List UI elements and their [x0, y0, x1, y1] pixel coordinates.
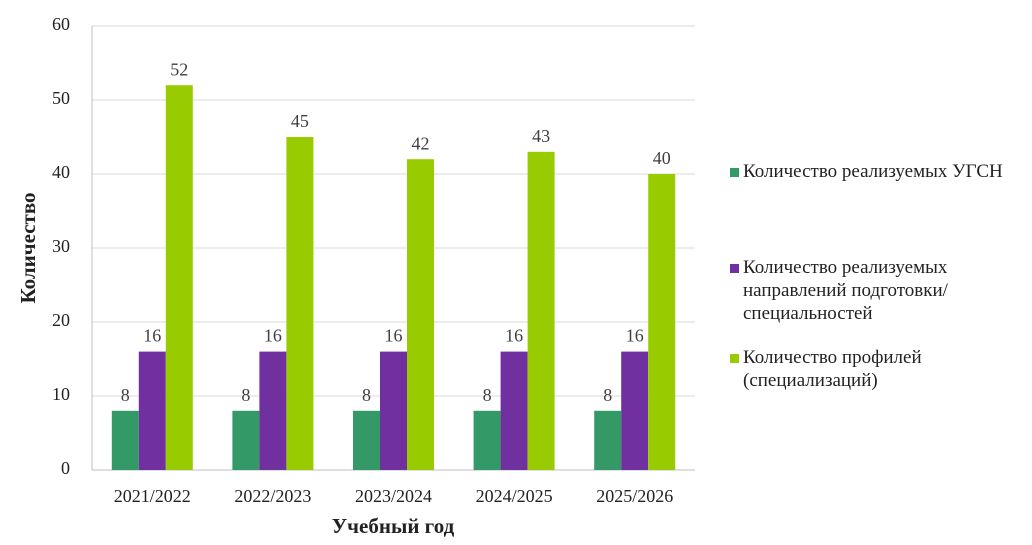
bar [527, 151, 555, 471]
data-label: 16 [385, 326, 403, 346]
data-label: 16 [626, 326, 644, 346]
legend-label: Количество реализуемых направлений подго… [743, 257, 948, 324]
bar [407, 159, 434, 470]
data-label: 16 [505, 326, 523, 346]
legend-swatch [730, 264, 739, 273]
bar [165, 85, 193, 470]
bar [259, 351, 287, 470]
y-tick-label: 20 [52, 310, 70, 330]
legend-swatch [730, 354, 739, 363]
y-tick-label: 30 [52, 236, 70, 256]
legend-item: Количество профилей (специализаций) [730, 346, 1030, 392]
x-tick-label: 2022/2023 [234, 486, 311, 506]
data-label: 43 [532, 126, 550, 146]
bar [380, 351, 407, 470]
data-label: 52 [170, 59, 188, 79]
data-label: 8 [483, 385, 492, 405]
legend-swatch [730, 168, 739, 177]
bar [111, 410, 139, 470]
bar [286, 137, 314, 470]
data-label: 45 [291, 111, 309, 131]
bar [621, 351, 649, 470]
data-label: 16 [264, 326, 282, 346]
bar [594, 410, 622, 470]
bar [648, 174, 676, 470]
y-axis-title: Количество [16, 192, 40, 303]
y-tick-label: 10 [52, 384, 70, 404]
bar [473, 410, 501, 470]
bar [232, 410, 260, 470]
bar [353, 410, 380, 470]
bar [500, 351, 528, 470]
x-axis-title: Учебный год [332, 514, 455, 538]
data-label: 16 [143, 326, 161, 346]
legend-label: Количество реализуемых УГСН [743, 161, 1003, 182]
legend-label: Количество профилей (специализаций) [743, 347, 922, 391]
legend-item: Количество реализуемых УГСН [730, 160, 1030, 183]
data-label: 8 [241, 385, 250, 405]
y-tick-label: 40 [52, 162, 70, 182]
y-tick-label: 50 [52, 88, 70, 108]
data-label: 8 [121, 385, 130, 405]
data-label: 8 [362, 385, 371, 405]
data-label: 40 [653, 148, 671, 168]
x-tick-label: 2025/2026 [596, 486, 673, 506]
x-tick-label: 2024/2025 [476, 486, 553, 506]
data-label: 8 [603, 385, 612, 405]
x-tick-label: 2021/2022 [114, 486, 191, 506]
data-label: 42 [412, 133, 430, 153]
bar [138, 351, 166, 470]
y-tick-label: 0 [61, 458, 70, 478]
x-tick-label: 2023/2024 [355, 486, 432, 506]
y-tick-label: 60 [52, 14, 70, 34]
legend-item: Количество реализуемых направлений подго… [730, 256, 1030, 325]
